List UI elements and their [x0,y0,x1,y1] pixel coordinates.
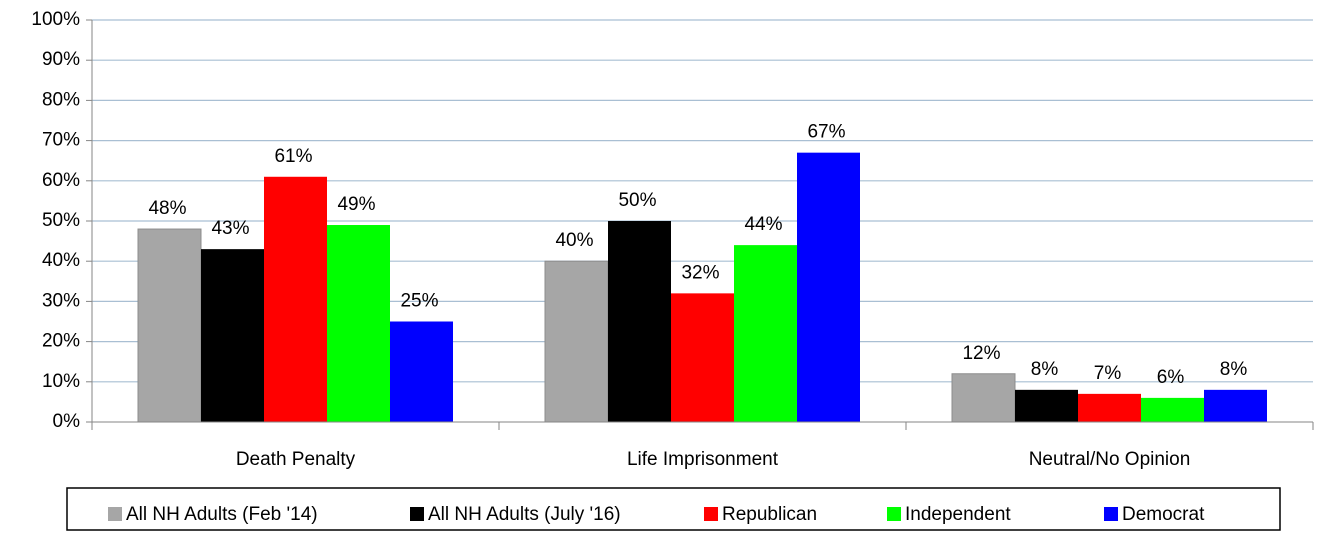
y-tick-label: 80% [42,89,80,110]
y-tick-label: 100% [31,9,80,30]
legend-label: Independent [905,504,1011,525]
bar [137,228,202,423]
bar [1015,389,1078,422]
value-label: 8% [1220,359,1248,380]
value-label: 25% [400,291,438,312]
value-label: 48% [148,198,186,219]
bar [327,225,390,422]
legend-swatch [108,507,122,521]
legend-label: All NH Adults (Feb '14) [126,504,318,525]
legend-swatch [1104,507,1118,521]
y-tick-label: 20% [42,331,80,352]
value-label: 8% [1031,359,1059,380]
legend-label: All NH Adults (July '16) [428,504,621,525]
y-tick-label: 10% [42,371,80,392]
value-label: 49% [337,194,375,215]
y-tick-label: 60% [42,170,80,191]
value-label: 12% [962,343,1000,364]
y-tick-label: 90% [42,49,80,70]
value-label: 40% [555,230,593,251]
legend-swatch [704,507,718,521]
y-tick-label: 40% [42,250,80,271]
bar [797,152,860,422]
value-label: 44% [744,214,782,235]
value-label: 61% [274,146,312,167]
bar [201,249,264,422]
value-label: 50% [618,190,656,211]
y-tick-label: 30% [42,290,80,311]
bar [608,221,671,422]
value-label: 43% [211,218,249,239]
bar [671,293,734,422]
value-label: 6% [1157,367,1185,388]
legend-swatch [410,507,424,521]
y-tick-label: 0% [53,411,81,432]
x-tick-label: Life Imprisonment [627,449,779,470]
y-tick-label: 70% [42,130,80,151]
bar [390,321,453,422]
bar [1141,397,1204,422]
x-tick-label: Neutral/No Opinion [1029,449,1191,470]
bar [1204,389,1267,422]
bar [264,176,327,422]
legend-box [66,487,1281,531]
bar [544,260,609,423]
legend-swatch [887,507,901,521]
legend-label: Democrat [1122,504,1205,525]
y-tick-label: 50% [42,210,80,231]
bar [1078,393,1141,422]
legend-label: Republican [722,504,817,525]
value-label: 67% [807,122,845,143]
x-tick-label: Death Penalty [236,449,356,470]
value-label: 7% [1094,363,1122,384]
bar [734,245,797,422]
bar [951,373,1016,423]
value-label: 32% [681,262,719,283]
